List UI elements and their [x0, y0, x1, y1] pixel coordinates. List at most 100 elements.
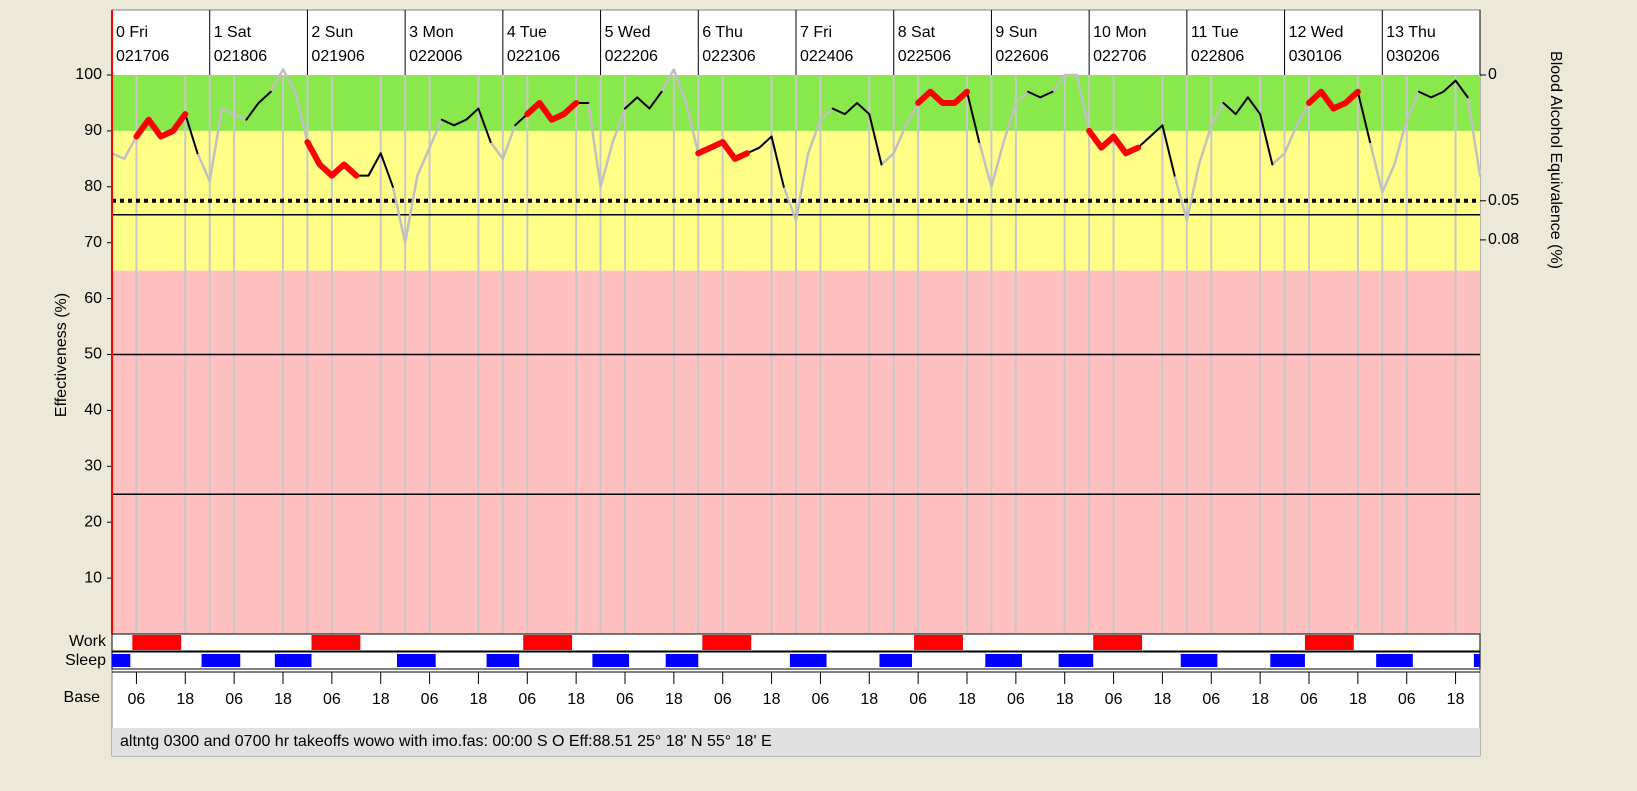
x-tick-label: 18	[1154, 691, 1172, 708]
effectiveness-line	[1368, 90, 1421, 194]
effectiveness-line	[880, 101, 920, 166]
sleep-period	[486, 654, 520, 667]
day-name: 12 Wed	[1289, 24, 1344, 41]
x-tick-label: 18	[860, 691, 878, 708]
sleep-period	[1376, 654, 1413, 667]
effectiveness-line	[245, 90, 272, 121]
x-tick-label: 06	[812, 691, 830, 708]
day-date: 021706	[116, 48, 169, 65]
x-tick-label: 18	[274, 691, 292, 708]
day-name: 1 Sat	[214, 24, 252, 41]
effectiveness-line	[355, 152, 394, 188]
day-date: 022106	[507, 48, 560, 65]
work-period	[914, 635, 963, 650]
effectiveness-line	[391, 118, 444, 244]
effectiveness-line	[489, 124, 517, 161]
day-date: 030206	[1386, 48, 1439, 65]
x-tick-label: 18	[1349, 691, 1367, 708]
sleep-period	[1270, 654, 1305, 667]
y-tick-label: 50	[84, 346, 102, 363]
x-tick-label: 18	[1251, 691, 1269, 708]
status-text: altntg 0300 and 0700 hr takeoffs wowo wi…	[120, 733, 772, 750]
day-date: 021806	[214, 48, 267, 65]
x-tick-label: 18	[470, 691, 488, 708]
day-name: 6 Thu	[702, 24, 743, 41]
day-date: 022606	[995, 48, 1048, 65]
effectiveness-line	[133, 111, 189, 140]
x-tick-label: 06	[323, 691, 341, 708]
effectiveness-line	[184, 113, 199, 155]
sleep-period	[1180, 654, 1218, 667]
day-date: 030106	[1289, 48, 1342, 65]
effectiveness-line	[782, 107, 834, 222]
y-tick-label: 70	[84, 234, 102, 251]
x-tick-label: 06	[616, 691, 634, 708]
x-tick-label: 06	[1202, 691, 1220, 708]
y2-tick-label: 0	[1488, 66, 1497, 83]
sleep-period	[397, 654, 436, 667]
day-name: 11 Tue	[1191, 24, 1239, 41]
effectiveness-line	[1173, 101, 1225, 222]
sleep-period	[789, 654, 827, 667]
effectiveness-line	[915, 88, 970, 106]
day-date: 022006	[409, 48, 462, 65]
sleep-period	[274, 654, 312, 667]
y-tick-label: 100	[75, 66, 102, 83]
x-tick-label: 06	[225, 691, 243, 708]
effectiveness-line	[746, 135, 785, 188]
x-tick-label: 18	[1056, 691, 1074, 708]
day-name: 0 Fri	[116, 24, 148, 41]
sleep-period	[201, 654, 241, 667]
effectiveness-line	[966, 90, 981, 144]
effectiveness-line	[1356, 90, 1372, 144]
y-tick-label: 20	[84, 513, 102, 530]
base-row-label: Base	[64, 689, 101, 706]
day-date: 022206	[605, 48, 658, 65]
x-tick-label: 18	[372, 691, 390, 708]
effectiveness-line	[304, 139, 360, 179]
day-date: 022806	[1191, 48, 1244, 65]
effectiveness-line	[977, 90, 1030, 189]
sleep-period	[1473, 654, 1480, 667]
sleep-period	[665, 654, 699, 667]
effectiveness-line	[660, 68, 700, 155]
day-name: 9 Sun	[995, 24, 1037, 41]
sleep-row-label: Sleep	[65, 652, 106, 669]
day-name: 3 Mon	[409, 24, 453, 41]
y-tick-label: 80	[84, 178, 102, 195]
effectiveness-line	[440, 107, 492, 144]
x-tick-label: 06	[714, 691, 732, 708]
x-tick-label: 06	[518, 691, 536, 708]
y2-tick-label: 0.05	[1488, 192, 1519, 209]
x-tick-label: 18	[176, 691, 194, 708]
effectiveness-line	[196, 107, 248, 183]
day-date: 022506	[898, 48, 951, 65]
day-date: 022406	[800, 48, 853, 65]
y-tick-label: 60	[84, 290, 102, 307]
day-name: 10 Mon	[1093, 24, 1146, 41]
x-tick-label: 18	[1447, 691, 1465, 708]
effectiveness-line	[1417, 79, 1469, 99]
effectiveness-line	[1466, 96, 1482, 177]
status-bar	[112, 728, 1480, 756]
x-tick-label: 18	[958, 691, 976, 708]
day-date: 022306	[702, 48, 755, 65]
effectiveness-line	[1306, 88, 1361, 112]
effectiveness-line	[624, 90, 663, 110]
y2-axis-title: Blood Alcohol Equivalence (%)	[1547, 51, 1564, 269]
x-tick-label: 06	[128, 691, 146, 708]
day-name: 4 Tue	[507, 24, 547, 41]
y-axis-title: Effectiveness (%)	[53, 293, 70, 417]
day-name: 2 Sun	[311, 24, 353, 41]
sleep-period	[879, 654, 913, 667]
work-period	[1304, 635, 1354, 650]
y2-tick-label: 0.08	[1488, 231, 1519, 248]
y-tick-label: 30	[84, 458, 102, 475]
effectiveness-line	[1222, 96, 1274, 166]
x-tick-label: 06	[1105, 691, 1123, 708]
day-date: 021906	[311, 48, 364, 65]
effectiveness-line	[1086, 127, 1141, 157]
work-period	[702, 635, 752, 650]
y-tick-label: 10	[84, 569, 102, 586]
